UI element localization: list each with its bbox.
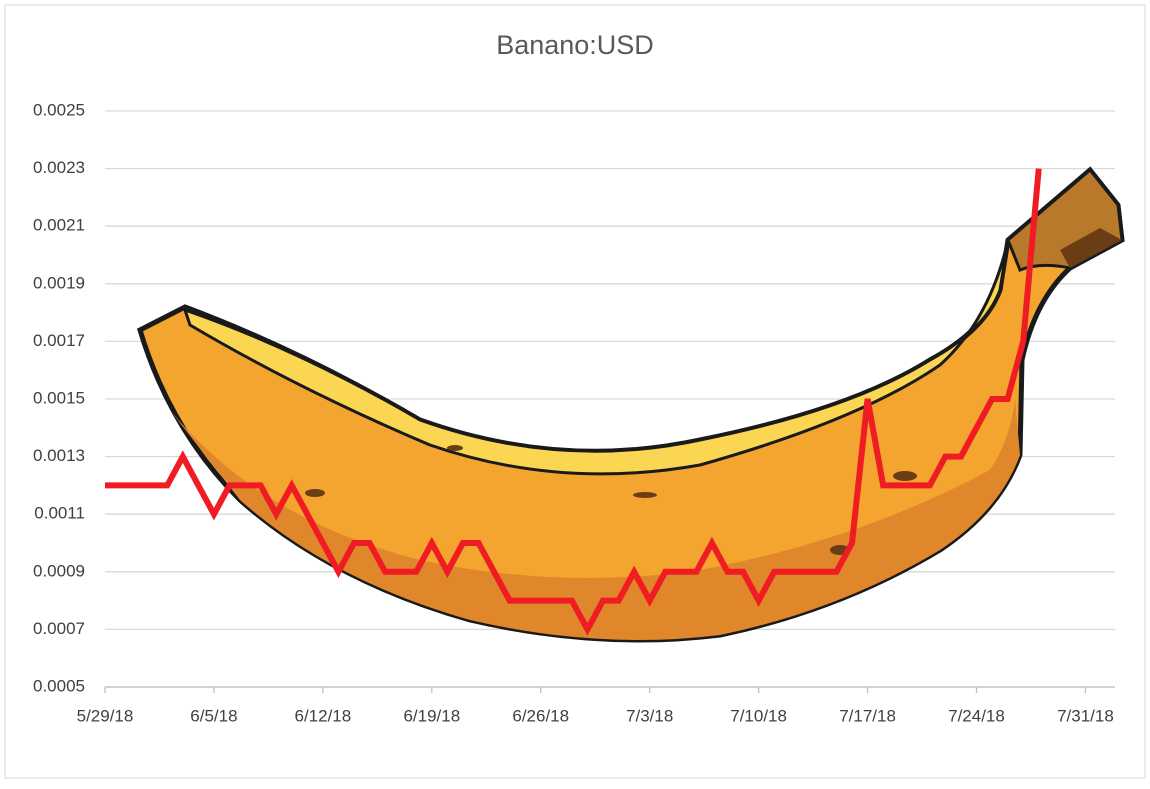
y-tick-label: 0.0015 [33,388,85,407]
x-tick-label: 7/31/18 [1057,706,1114,725]
y-tick-label: 0.0005 [33,676,85,695]
y-tick-label: 0.0009 [33,561,85,580]
x-tick-label: 6/5/18 [190,706,237,725]
y-tick-label: 0.0025 [33,100,85,119]
y-tick-label: 0.0011 [34,504,85,523]
x-tick-label: 6/26/18 [512,706,569,725]
x-tick-label: 6/12/18 [295,706,352,725]
banana-illustration [137,166,1125,643]
x-tick-label: 5/29/18 [77,706,134,725]
x-tick-label: 7/24/18 [948,706,1005,725]
y-tick-label: 0.0013 [33,446,85,465]
x-tick-label: 7/3/18 [626,706,673,725]
y-tick-label: 0.0023 [33,158,85,177]
x-tick-label: 7/17/18 [839,706,896,725]
y-tick-label: 0.0019 [33,273,85,292]
y-tick-label: 0.0021 [33,216,85,235]
y-tick-label: 0.0007 [33,619,85,638]
x-tick-label: 7/10/18 [730,706,787,725]
chart-title: Banano:USD [496,30,654,60]
price-line [105,168,1042,636]
y-tick-label: 0.0017 [33,331,85,350]
x-tick-label: 6/19/18 [403,706,460,725]
